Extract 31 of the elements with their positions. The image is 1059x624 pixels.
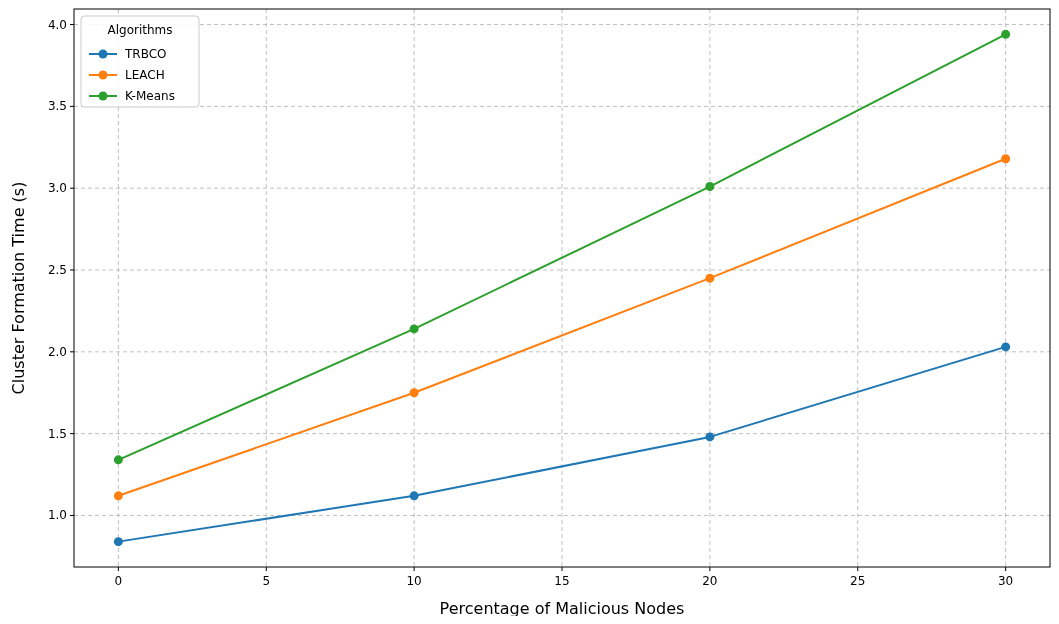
y-tick-label: 3.0 xyxy=(47,181,67,196)
legend-label: TRBCO xyxy=(124,47,167,61)
x-tick-label: 30 xyxy=(998,574,1014,588)
x-tick-label: 20 xyxy=(702,574,718,588)
point xyxy=(409,388,419,398)
x-tick-label: 25 xyxy=(850,574,866,588)
legend-title: Algorithms xyxy=(107,23,173,37)
point xyxy=(1001,29,1011,39)
y-tick-label: 1.0 xyxy=(47,508,67,523)
point xyxy=(1001,154,1011,164)
legend-label: K-Means xyxy=(125,89,175,103)
x-tick-label: 15 xyxy=(554,574,570,588)
y-tick-label: 4.0 xyxy=(47,17,67,32)
point xyxy=(113,455,123,465)
point xyxy=(409,324,419,334)
point xyxy=(409,491,419,501)
x-tick-label: 0 xyxy=(114,574,123,588)
point xyxy=(1001,342,1011,352)
x-tick-label: 5 xyxy=(262,574,271,588)
y-axis-title: Cluster Formation Time (s) xyxy=(9,181,28,395)
point xyxy=(113,491,123,501)
point xyxy=(705,432,715,442)
legend-label: LEACH xyxy=(125,68,165,82)
y-tick-label: 1.5 xyxy=(47,426,67,441)
point xyxy=(705,273,715,283)
point xyxy=(705,182,715,192)
y-tick-label: 2.5 xyxy=(47,263,67,277)
y-tick-label: 2.0 xyxy=(47,344,67,359)
point xyxy=(113,537,123,547)
x-tick-label: 10 xyxy=(406,574,422,588)
y-tick-label: 3.5 xyxy=(47,99,67,114)
